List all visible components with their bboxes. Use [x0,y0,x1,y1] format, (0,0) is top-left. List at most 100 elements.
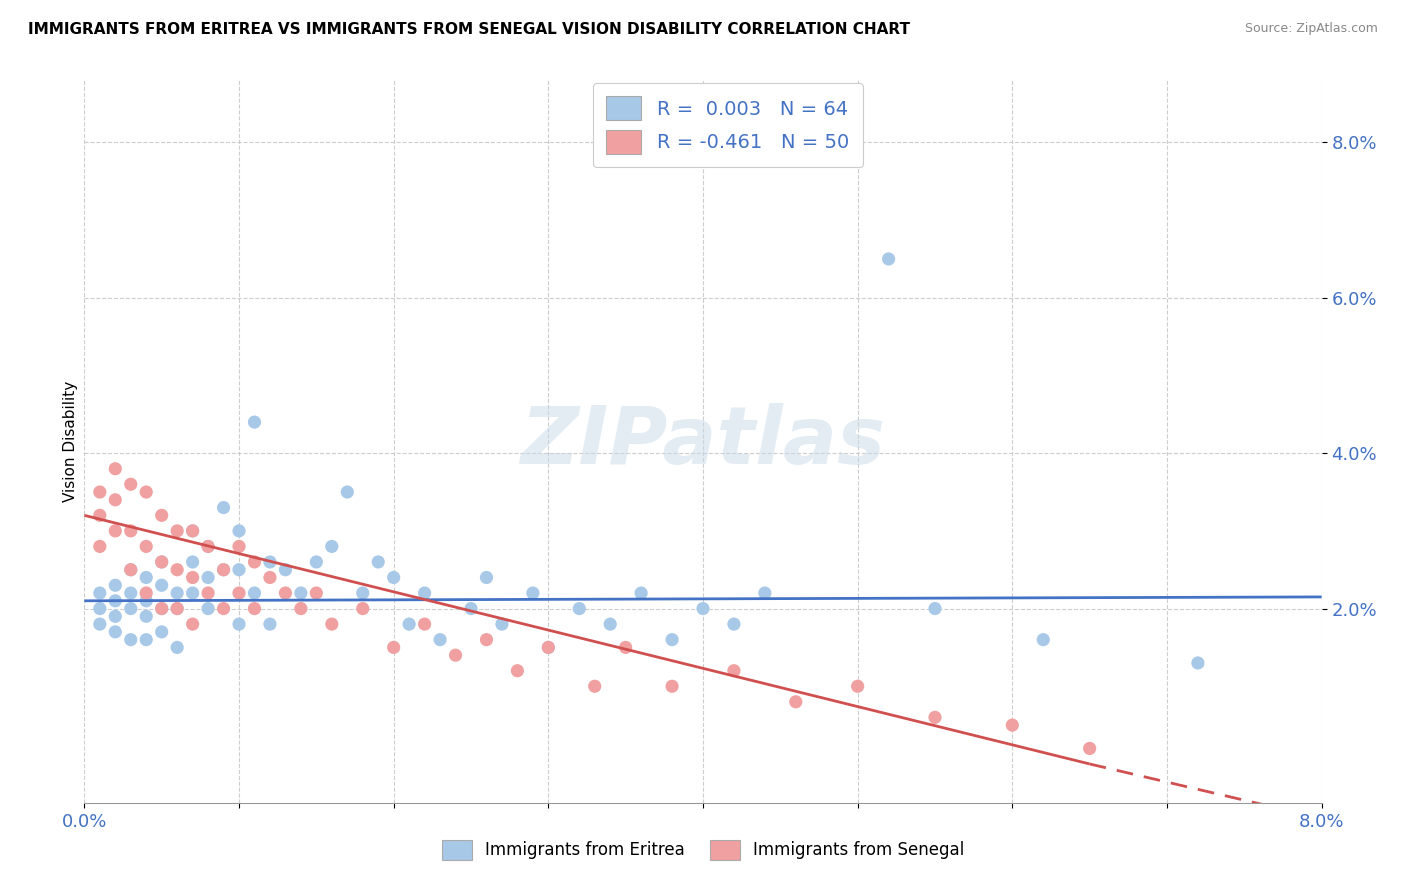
Point [181,586,204,600]
Point [305,586,328,600]
Point [692,601,714,615]
Point [243,601,266,615]
Point [228,563,250,577]
Point [89,540,111,554]
Point [104,578,127,592]
Point [181,524,204,538]
Point [924,601,946,615]
Point [104,524,127,538]
Point [243,586,266,600]
Point [212,601,235,615]
Point [506,664,529,678]
Point [150,624,173,639]
Legend: Immigrants from Eritrea, Immigrants from Senegal: Immigrants from Eritrea, Immigrants from… [434,833,972,867]
Point [1187,656,1209,670]
Point [413,586,436,600]
Point [228,617,250,632]
Point [228,540,250,554]
Point [135,540,157,554]
Point [661,632,683,647]
Point [89,586,111,600]
Point [460,601,482,615]
Point [150,555,173,569]
Point [661,679,683,693]
Point [166,586,188,600]
Point [785,695,807,709]
Point [243,555,266,569]
Point [924,710,946,724]
Point [352,586,374,600]
Point [197,601,219,615]
Point [723,617,745,632]
Point [537,640,560,655]
Point [104,492,127,507]
Point [89,485,111,500]
Point [846,679,869,693]
Point [135,586,157,600]
Point [212,563,235,577]
Point [135,570,157,584]
Text: IMMIGRANTS FROM ERITREA VS IMMIGRANTS FROM SENEGAL VISION DISABILITY CORRELATION: IMMIGRANTS FROM ERITREA VS IMMIGRANTS FR… [28,22,910,37]
Point [290,601,312,615]
Point [197,540,219,554]
Point [367,555,389,569]
Point [877,252,900,266]
Point [197,540,219,554]
Point [259,555,281,569]
Point [181,570,204,584]
Point [259,570,281,584]
Point [274,586,297,600]
Point [522,586,544,600]
Point [1001,718,1024,732]
Point [150,601,173,615]
Point [321,617,343,632]
Point [754,586,776,600]
Point [89,617,111,632]
Point [1078,741,1101,756]
Point [321,540,343,554]
Point [166,563,188,577]
Point [228,524,250,538]
Point [382,640,405,655]
Point [135,594,157,608]
Point [228,586,250,600]
Point [150,508,173,523]
Point [537,640,560,655]
Point [475,632,498,647]
Point [568,601,591,615]
Point [120,563,142,577]
Point [166,601,188,615]
Point [212,500,235,515]
Point [429,632,451,647]
Point [491,617,513,632]
Point [135,609,157,624]
Point [583,679,606,693]
Point [104,609,127,624]
Point [104,461,127,475]
Point [599,617,621,632]
Point [212,563,235,577]
Point [104,594,127,608]
Point [197,570,219,584]
Point [274,563,297,577]
Point [120,586,142,600]
Point [166,601,188,615]
Point [1032,632,1054,647]
Point [120,563,142,577]
Point [614,640,637,655]
Point [290,586,312,600]
Point [398,617,420,632]
Point [723,664,745,678]
Point [150,578,173,592]
Point [166,524,188,538]
Point [259,617,281,632]
Point [243,415,266,429]
Text: ZIPatlas: ZIPatlas [520,402,886,481]
Point [89,508,111,523]
Point [305,555,328,569]
Point [150,601,173,615]
Point [120,477,142,491]
Point [475,570,498,584]
Point [413,617,436,632]
Point [104,624,127,639]
